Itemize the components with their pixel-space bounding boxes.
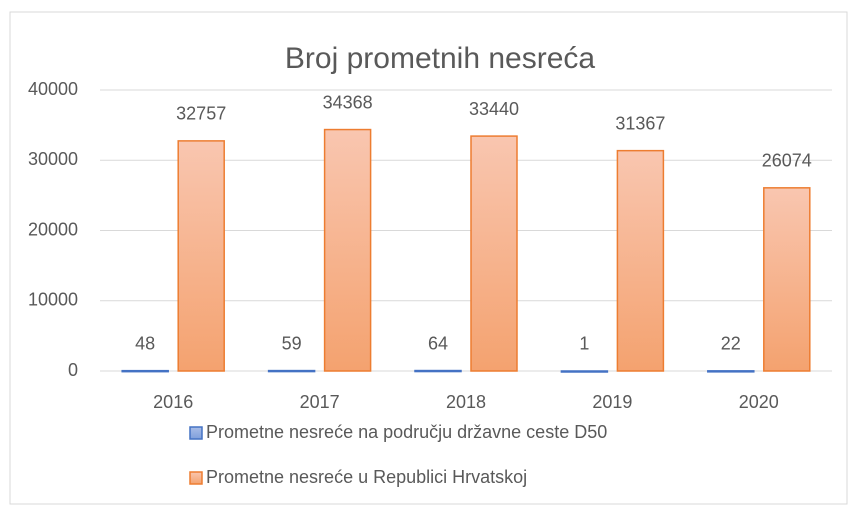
bar xyxy=(177,140,225,372)
x-tick-label: 2017 xyxy=(300,392,340,412)
bar xyxy=(267,369,316,373)
x-tick-label: 2018 xyxy=(446,392,486,412)
bar xyxy=(560,370,609,373)
legend-swatch xyxy=(189,426,203,440)
bar xyxy=(470,135,518,372)
chart-border xyxy=(9,11,848,505)
x-tick-label: 2016 xyxy=(153,392,193,412)
bar xyxy=(121,369,169,373)
y-tick-label: 20000 xyxy=(28,219,78,239)
bar xyxy=(616,149,665,372)
legend-swatch xyxy=(189,471,203,485)
x-tick-label: 2019 xyxy=(592,392,632,412)
value-label: 34368 xyxy=(323,92,373,112)
bar xyxy=(707,370,755,373)
y-tick-label: 40000 xyxy=(28,79,78,99)
bar xyxy=(763,187,811,372)
bar xyxy=(323,128,372,372)
y-tick-label: 10000 xyxy=(28,290,78,310)
y-tick-label: 30000 xyxy=(28,149,78,169)
bar xyxy=(414,369,462,373)
value-label: 1 xyxy=(579,334,589,354)
chart-title: Broj prometnih nesreća xyxy=(285,42,595,75)
value-label: 22 xyxy=(721,334,741,354)
value-label: 32757 xyxy=(176,104,226,124)
value-label: 31367 xyxy=(615,113,665,133)
value-label: 59 xyxy=(282,333,302,353)
value-label: 26074 xyxy=(762,151,812,171)
x-tick-label: 2020 xyxy=(739,392,779,412)
value-label: 48 xyxy=(135,333,155,353)
value-label: 33440 xyxy=(469,99,519,119)
legend-label: Prometne nesreće na području državne ces… xyxy=(206,422,607,442)
legend-label: Prometne nesreće u Republici Hrvatskoj xyxy=(206,467,527,487)
y-tick-label: 0 xyxy=(68,360,78,380)
value-label: 64 xyxy=(428,333,448,353)
